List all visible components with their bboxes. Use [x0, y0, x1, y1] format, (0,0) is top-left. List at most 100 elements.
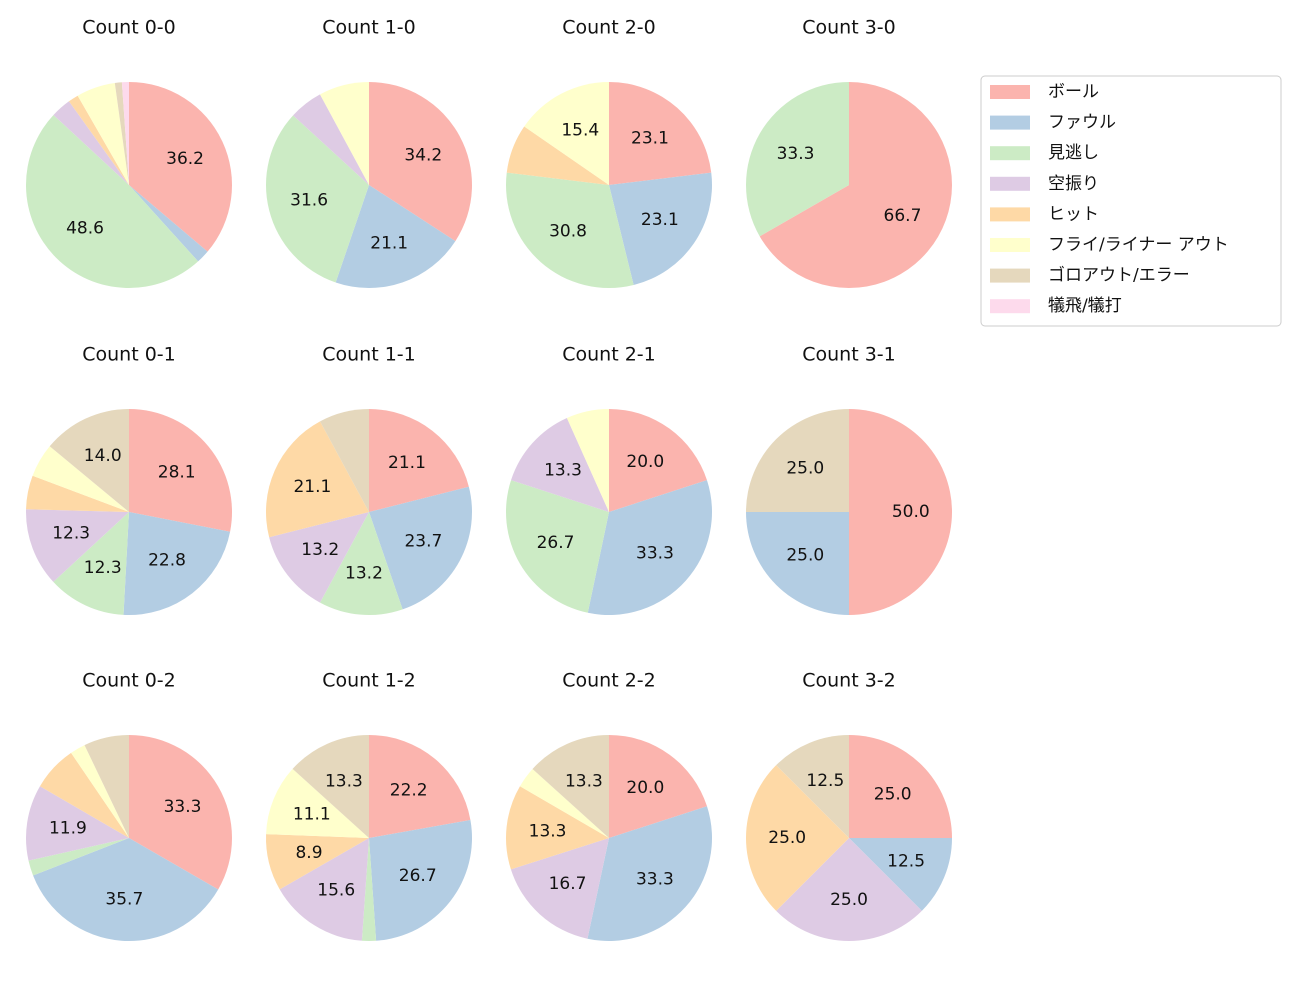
legend-label: ファウル: [1048, 113, 1116, 133]
slice-label: 33.3: [777, 144, 815, 164]
pie-slice: [361, 838, 377, 942]
slice-label: 12.3: [84, 558, 122, 578]
pie-slice: [129, 409, 232, 532]
chart-title: Count 1-2: [322, 670, 416, 692]
slice-label: 13.3: [544, 461, 582, 481]
pie-slice: [293, 94, 369, 185]
slice-label: 50.0: [892, 502, 930, 522]
slice-label: 34.2: [404, 146, 442, 166]
pie-slice: [369, 409, 469, 512]
pie-slice: [519, 768, 609, 838]
slice-label: 21.1: [370, 233, 408, 253]
legend-swatch: [990, 115, 1030, 130]
pie-slice: [84, 735, 129, 838]
pie-slice: [587, 480, 712, 616]
slice-label: 13.3: [325, 772, 363, 792]
pie-slice: [39, 752, 129, 838]
pie-slice: [369, 819, 473, 941]
pie-slice: [511, 417, 609, 512]
slice-label: 22.2: [390, 781, 428, 801]
slice-label: 23.1: [641, 210, 679, 230]
slice-label: 26.7: [399, 866, 437, 886]
legend-box: [980, 75, 1282, 327]
slice-label: 20.0: [626, 778, 664, 798]
pie-slice: [746, 765, 849, 911]
chart-title: Count 1-1: [322, 344, 416, 366]
slice-label: 33.3: [636, 869, 674, 889]
pie-slice: [265, 421, 369, 538]
pie-slice: [53, 101, 129, 185]
pie-slice: [26, 475, 129, 512]
pie-slice: [609, 735, 707, 838]
pie-slice: [776, 735, 849, 838]
chart-title: Count 2-0: [562, 17, 656, 39]
legend-label: ヒット: [1048, 204, 1099, 224]
slice-label: 8.9: [295, 843, 322, 863]
slice-label: 33.3: [164, 797, 202, 817]
pie-slice: [129, 185, 208, 262]
legend-label: ゴロアウト/エラー: [1048, 265, 1190, 286]
pie-slice: [369, 486, 472, 610]
chart-title: Count 2-1: [562, 344, 656, 366]
pie-slice: [759, 82, 952, 289]
legend-label: フライ/ライナー アウト: [1048, 235, 1229, 255]
pie-slice: [32, 446, 129, 512]
pie-slice: [369, 735, 471, 838]
pie-slice: [25, 509, 129, 582]
pie-slice: [77, 82, 129, 185]
slice-label: 11.9: [49, 819, 87, 839]
legend-label: 空振り: [1048, 174, 1099, 194]
pie-slice: [849, 735, 952, 838]
slice-label: 21.1: [293, 477, 331, 497]
pie-slice: [746, 82, 849, 237]
pie-slice: [33, 838, 219, 941]
legend-label: 見逃し: [1048, 143, 1099, 163]
pie-slice: [566, 409, 609, 512]
legend-swatch: [990, 299, 1030, 314]
slice-label: 13.3: [529, 821, 567, 841]
chart-title: Count 3-0: [802, 17, 896, 39]
legend-swatch: [990, 238, 1030, 252]
chart-title: Count 0-1: [82, 344, 176, 366]
pie-slice: [510, 838, 609, 939]
slice-label: 11.1: [293, 805, 331, 825]
slice-label: 16.7: [549, 874, 587, 894]
legend-label: ボール: [1048, 82, 1099, 102]
slice-label: 31.6: [290, 190, 328, 210]
slice-label: 15.6: [317, 880, 355, 900]
chart-title: Count 1-0: [322, 17, 416, 39]
pie-slice: [266, 834, 369, 890]
pie-slice: [849, 409, 952, 615]
pie-slice: [609, 172, 712, 286]
slice-label: 12.3: [52, 524, 90, 544]
pie-slice: [53, 512, 130, 615]
pie-slice: [532, 735, 609, 838]
legend-label: 犠飛/犠打: [1048, 296, 1122, 316]
slice-label: 13.3: [565, 772, 603, 792]
pie-slice: [506, 126, 609, 185]
slice-label: 13.2: [301, 540, 339, 560]
slice-label: 26.7: [537, 533, 575, 553]
pie-slice: [776, 838, 922, 941]
pie-slice: [746, 409, 849, 512]
pie-slice: [129, 82, 232, 252]
pie-slice: [335, 185, 456, 288]
slice-label: 48.6: [66, 218, 104, 238]
pie-slice: [121, 82, 129, 185]
pie-slice: [265, 115, 369, 283]
pie-slice: [71, 745, 129, 838]
chart-title: Count 0-0: [82, 17, 176, 39]
chart-title: Count 0-2: [82, 670, 176, 692]
slice-label: 25.0: [830, 890, 868, 910]
chart-title: Count 3-1: [802, 344, 896, 366]
slice-label: 36.2: [166, 149, 204, 169]
slice-label: 28.1: [158, 463, 196, 483]
slice-label: 15.4: [561, 120, 599, 140]
slice-label: 23.7: [404, 531, 442, 551]
slice-label: 25.0: [786, 546, 824, 566]
slice-label: 25.0: [874, 784, 912, 804]
pie-slice: [68, 95, 129, 185]
pie-slice: [524, 82, 609, 185]
pie-slice: [123, 512, 231, 615]
slice-label: 33.3: [636, 543, 674, 563]
